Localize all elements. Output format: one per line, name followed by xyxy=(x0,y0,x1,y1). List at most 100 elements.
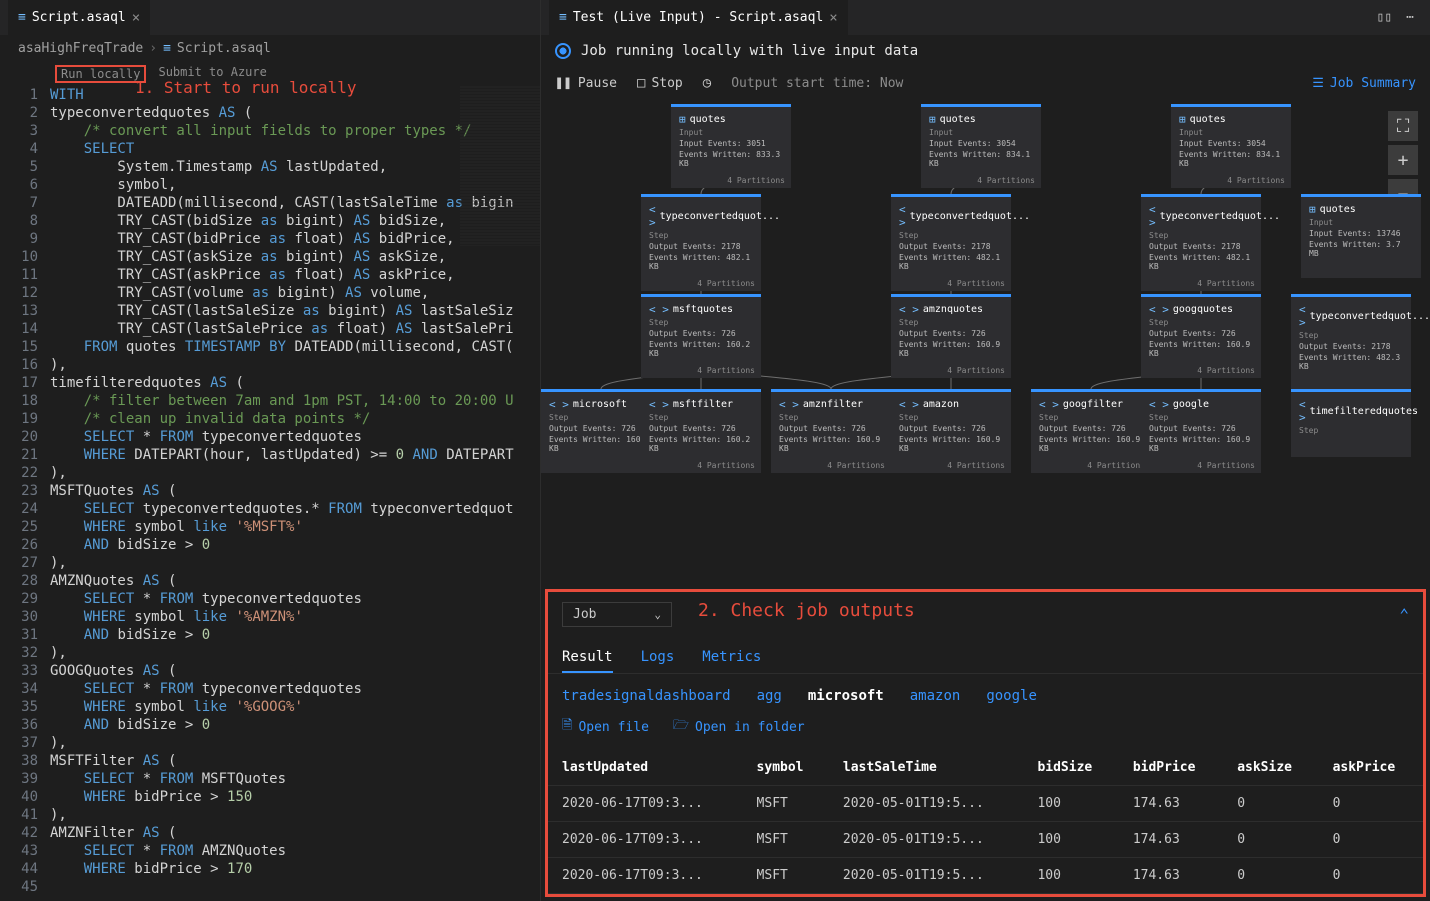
table-cell: 174.63 xyxy=(1119,822,1223,858)
table-header[interactable]: askPrice xyxy=(1319,750,1423,786)
table-header[interactable]: symbol xyxy=(743,750,829,786)
collapse-icon[interactable]: ⌃ xyxy=(1399,605,1409,624)
table-cell: 174.63 xyxy=(1119,786,1223,822)
time-button[interactable]: ◷ xyxy=(703,75,711,91)
stop-button[interactable]: □ Stop xyxy=(637,75,683,91)
diagram-node[interactable]: ⊞ quotes Input Input Events: 13746 Event… xyxy=(1301,194,1421,278)
breadcrumb: asaHighFreqTrade › ≡ Script.asaql xyxy=(0,35,540,62)
table-cell: 100 xyxy=(1023,858,1118,894)
output-tab[interactable]: agg xyxy=(757,688,782,704)
table-cell: 0 xyxy=(1319,786,1423,822)
pause-label: Pause xyxy=(578,76,617,91)
diagram-node[interactable]: < > googfilter Step Output Events: 726 E… xyxy=(1031,389,1151,473)
table-cell: 0 xyxy=(1223,858,1318,894)
result-tab[interactable]: Result xyxy=(562,643,613,673)
outputs-panel: Job ⌄ 2. Check job outputs ⌃ Result Logs M… xyxy=(545,589,1426,897)
more-icon[interactable]: ⋯ xyxy=(1406,10,1414,25)
zoom-in-icon[interactable]: + xyxy=(1388,145,1418,175)
diagram-node[interactable]: < > timefilteredquotes Step xyxy=(1291,389,1411,457)
file-icon: ≡ xyxy=(163,41,171,56)
diagram-node[interactable]: < > typeconvertedquot... Step Output Eve… xyxy=(1291,294,1411,391)
job-summary-button[interactable]: ☰ Job Summary xyxy=(1312,76,1416,91)
table-cell: 2020-06-17T09:3... xyxy=(548,822,743,858)
output-tab[interactable]: amazon xyxy=(910,688,961,704)
stop-icon: □ xyxy=(637,75,645,91)
tab-actions: ▯▯ ⋯ xyxy=(1377,10,1422,25)
table-row[interactable]: 2020-06-17T09:3...MSFT2020-05-01T19:5...… xyxy=(548,786,1423,822)
diagram-node[interactable]: < > msftfilter Step Output Events: 726 E… xyxy=(641,389,761,473)
result-table: lastUpdatedsymbollastSaleTimebidSizebidP… xyxy=(548,750,1423,894)
diagram-node[interactable]: < > google Step Output Events: 726 Event… xyxy=(1141,389,1261,473)
table-cell: 0 xyxy=(1319,822,1423,858)
test-tab-bar: ≡ Test (Live Input) - Script.asaql × ▯▯ … xyxy=(541,0,1430,35)
table-cell: 0 xyxy=(1223,786,1318,822)
open-folder-button[interactable]: 🗁 Open in folder xyxy=(673,716,805,738)
output-tab[interactable]: microsoft xyxy=(808,688,884,704)
table-header[interactable]: lastSaleTime xyxy=(829,750,1024,786)
pause-button[interactable]: ❚❚ Pause xyxy=(555,75,617,91)
table-cell: 100 xyxy=(1023,786,1118,822)
test-tab[interactable]: ≡ Test (Live Input) - Script.asaql × xyxy=(549,0,848,35)
file-icon: ≡ xyxy=(559,10,567,25)
job-select[interactable]: Job ⌄ xyxy=(562,602,672,627)
table-header[interactable]: bidSize xyxy=(1023,750,1118,786)
output-tab[interactable]: tradesignaldashboard xyxy=(562,688,731,704)
test-pane: ≡ Test (Live Input) - Script.asaql × ▯▯ … xyxy=(540,0,1430,901)
table-cell: 2020-06-17T09:3... xyxy=(548,858,743,894)
code-editor[interactable]: 1234567891011121314151617181920212223242… xyxy=(0,86,540,901)
job-select-label: Job xyxy=(573,607,596,622)
table-row[interactable]: 2020-06-17T09:3...MSFT2020-05-01T19:5...… xyxy=(548,822,1423,858)
table-header-row: lastUpdatedsymbollastSaleTimebidSizebidP… xyxy=(548,750,1423,786)
job-diagram[interactable]: ⛶ + − ⊞ quotes Input Input Events: 3051 … xyxy=(541,99,1430,589)
close-icon[interactable]: × xyxy=(829,10,837,26)
diagram-node[interactable]: < > typeconvertedquot... Step Output Eve… xyxy=(891,194,1011,291)
file-icon: ≡ xyxy=(18,10,26,25)
status-bar: Job running locally with live input data xyxy=(541,35,1430,67)
diagram-node[interactable]: < > amazon Step Output Events: 726 Event… xyxy=(891,389,1011,473)
result-tab[interactable]: Logs xyxy=(641,643,675,673)
list-icon: ☰ xyxy=(1312,76,1324,91)
breadcrumb-root[interactable]: asaHighFreqTrade xyxy=(18,41,143,56)
diagram-node[interactable]: < > amznfilter Step Output Events: 726 E… xyxy=(771,389,891,473)
output-tabs: tradesignaldashboard agg microsoft amazon go… xyxy=(548,674,1423,704)
minimap[interactable] xyxy=(460,86,540,246)
output-tab[interactable]: google xyxy=(986,688,1037,704)
open-file-button[interactable]: 🗎 Open file xyxy=(562,716,649,738)
diagram-node[interactable]: < > typeconvertedquot... Step Output Eve… xyxy=(1141,194,1261,291)
table-cell: 2020-05-01T19:5... xyxy=(829,822,1024,858)
diagram-node[interactable]: < > googquotes Step Output Events: 726 E… xyxy=(1141,294,1261,378)
breadcrumb-file[interactable]: Script.asaql xyxy=(177,41,271,56)
fit-icon[interactable]: ⛶ xyxy=(1388,111,1418,141)
table-header[interactable]: askSize xyxy=(1223,750,1318,786)
table-body: 2020-06-17T09:3...MSFT2020-05-01T19:5...… xyxy=(548,786,1423,894)
split-icon[interactable]: ▯▯ xyxy=(1377,10,1393,25)
clock-icon: ◷ xyxy=(703,75,711,91)
table-header[interactable]: bidPrice xyxy=(1119,750,1223,786)
table-cell: 174.63 xyxy=(1119,858,1223,894)
table-cell: 0 xyxy=(1319,858,1423,894)
editor-tab[interactable]: ≡ Script.asaql × xyxy=(8,0,150,35)
stop-label: Stop xyxy=(651,76,682,91)
table-row[interactable]: 2020-06-17T09:3...MSFT2020-05-01T19:5...… xyxy=(548,858,1423,894)
table-cell: MSFT xyxy=(743,858,829,894)
table-cell: MSFT xyxy=(743,786,829,822)
close-icon[interactable]: × xyxy=(132,10,140,26)
table-cell: 2020-05-01T19:5... xyxy=(829,786,1024,822)
result-tab[interactable]: Metrics xyxy=(702,643,761,673)
diagram-node[interactable]: ⊞ quotes Input Input Events: 3054 Events… xyxy=(921,104,1041,188)
line-gutter: 1234567891011121314151617181920212223242… xyxy=(0,86,50,896)
diagram-node[interactable]: < > typeconvertedquot... Step Output Eve… xyxy=(641,194,761,291)
diagram-node[interactable]: ⊞ quotes Input Input Events: 3054 Events… xyxy=(1171,104,1291,188)
annotation-2: 2. Check job outputs xyxy=(698,600,915,621)
table-cell: 2020-05-01T19:5... xyxy=(829,858,1024,894)
folder-icon: 🗁 xyxy=(673,716,689,738)
table-header[interactable]: lastUpdated xyxy=(548,750,743,786)
diagram-node[interactable]: < > amznquotes Step Output Events: 726 E… xyxy=(891,294,1011,378)
chevron-down-icon: ⌄ xyxy=(654,608,661,621)
diagram-node[interactable]: < > msftquotes Step Output Events: 726 E… xyxy=(641,294,761,378)
diagram-node[interactable]: ⊞ quotes Input Input Events: 3051 Events… xyxy=(671,104,791,188)
test-tab-title: Test (Live Input) - Script.asaql xyxy=(573,10,823,25)
table-cell: 100 xyxy=(1023,822,1118,858)
job-summary-label: Job Summary xyxy=(1330,76,1416,91)
run-locally-button[interactable]: Run locally xyxy=(55,65,146,83)
